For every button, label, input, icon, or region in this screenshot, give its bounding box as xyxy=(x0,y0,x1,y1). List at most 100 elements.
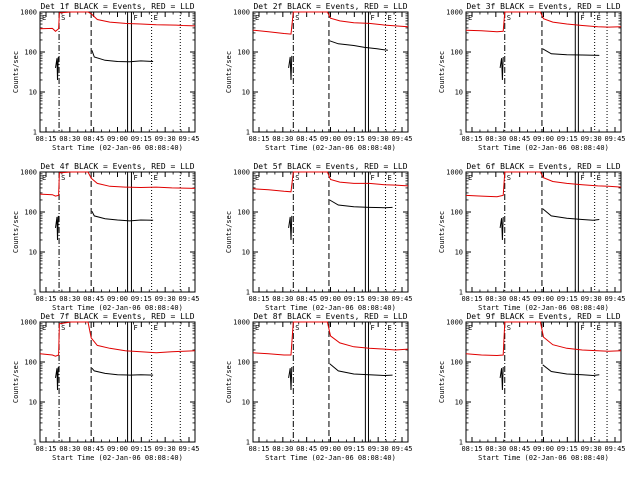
x-tick-label: 09:00 xyxy=(320,135,341,143)
event-marker-label: E xyxy=(255,324,259,332)
x-tick-label: 08:30 xyxy=(59,135,80,143)
y-tick-label: 1 xyxy=(246,129,250,137)
x-tick-label: 08:30 xyxy=(272,295,293,303)
event-marker-label: F xyxy=(580,14,584,22)
event-marker-label: F xyxy=(370,174,374,182)
event-marker-label: S xyxy=(295,14,299,22)
x-axis-label: Start Time (02-Jan-06 08:08:40) xyxy=(265,304,396,312)
plot-frame xyxy=(252,11,409,133)
lld-series-line xyxy=(465,171,622,198)
panel-title: Det 2f BLACK = Events, RED = LLD xyxy=(253,2,407,11)
lld-series-line xyxy=(252,321,409,356)
plot-frame xyxy=(39,321,196,443)
x-tick-label: 09:30 xyxy=(581,445,602,453)
detector-panel-8: Det 8f BLACK = Events, RED = LLD 1 10 100 10… xyxy=(225,312,413,462)
x-tick-label: 08:30 xyxy=(272,135,293,143)
x-tick-label: 09:15 xyxy=(344,445,365,453)
y-tick-label: 10 xyxy=(455,89,463,97)
plot-frame xyxy=(252,321,409,443)
y-tick-label: 1000 xyxy=(446,9,463,17)
events-series-line xyxy=(542,208,600,221)
plot-frame xyxy=(465,321,622,443)
panel-title: Det 8f BLACK = Events, RED = LLD xyxy=(253,312,407,321)
x-tick-label: 09:45 xyxy=(178,445,199,453)
events-series-line xyxy=(499,366,504,391)
y-axis-label: Counts/sec xyxy=(438,51,446,93)
y-tick-label: 10 xyxy=(29,399,37,407)
x-tick-label: 09:00 xyxy=(320,295,341,303)
lld-series-line xyxy=(39,171,196,197)
x-tick-label: 08:45 xyxy=(509,445,530,453)
x-tick-label: 08:15 xyxy=(35,135,56,143)
event-marker-label: S xyxy=(295,324,299,332)
y-tick-label: 1 xyxy=(246,439,250,447)
x-tick-label: 09:00 xyxy=(320,445,341,453)
x-tick-label: 09:15 xyxy=(131,295,152,303)
y-tick-label: 10 xyxy=(242,399,250,407)
x-tick-label: 09:15 xyxy=(131,135,152,143)
x-tick-label: 09:30 xyxy=(368,445,389,453)
y-tick-label: 10 xyxy=(242,89,250,97)
event-marker-label: E xyxy=(255,174,259,182)
events-series-line xyxy=(542,364,600,377)
x-tick-label: 08:45 xyxy=(83,445,104,453)
lld-series-line xyxy=(465,11,622,33)
event-marker-label: E xyxy=(42,324,46,332)
x-tick-label: 09:30 xyxy=(581,295,602,303)
x-tick-label: 09:00 xyxy=(107,135,128,143)
x-tick-label: 08:30 xyxy=(485,445,506,453)
events-series-line xyxy=(542,48,600,56)
detector-panel-1: Det 1f BLACK = Events, RED = LLD 1 10 100 10… xyxy=(12,2,200,152)
detector-panel-7: Det 7f BLACK = Events, RED = LLD 1 10 100 10… xyxy=(12,312,200,462)
events-series-line xyxy=(329,40,388,51)
x-tick-label: 09:30 xyxy=(368,135,389,143)
x-tick-label: 08:15 xyxy=(461,445,482,453)
x-tick-label: 09:30 xyxy=(368,295,389,303)
plot-frame xyxy=(465,11,622,133)
panel-title: Det 5f BLACK = Events, RED = LLD xyxy=(253,162,407,171)
x-tick-label: 08:15 xyxy=(248,135,269,143)
event-marker-label: F xyxy=(580,324,584,332)
y-axis-label: Counts/sec xyxy=(225,361,233,403)
panel-title: Det 1f BLACK = Events, RED = LLD xyxy=(40,2,194,11)
event-marker-label: E xyxy=(154,324,158,332)
x-tick-label: 09:00 xyxy=(107,445,128,453)
x-tick-label: 08:15 xyxy=(35,445,56,453)
events-series-line xyxy=(499,56,504,81)
y-tick-label: 1000 xyxy=(20,9,37,17)
x-tick-label: 09:00 xyxy=(533,445,554,453)
x-axis-label: Start Time (02-Jan-06 08:08:40) xyxy=(265,454,396,462)
detector-panel-3: Det 3f BLACK = Events, RED = LLD 1 10 100 10… xyxy=(438,2,626,152)
event-marker-label: E xyxy=(42,14,46,22)
event-marker-label: F xyxy=(580,174,584,182)
detector-panel-6: Det 6f BLACK = Events, RED = LLD 1 10 100 10… xyxy=(438,162,626,312)
y-axis-label: Counts/sec xyxy=(225,51,233,93)
x-axis-label: Start Time (02-Jan-06 08:08:40) xyxy=(52,304,183,312)
events-series-line xyxy=(288,215,293,241)
y-tick-label: 1 xyxy=(459,129,463,137)
panel-title: Det 6f BLACK = Events, RED = LLD xyxy=(466,162,620,171)
x-tick-label: 09:00 xyxy=(107,295,128,303)
x-axis-label: Start Time (02-Jan-06 08:08:40) xyxy=(52,144,183,152)
x-tick-label: 08:30 xyxy=(485,135,506,143)
event-marker-label: S xyxy=(61,324,65,332)
detector-panel-2: Det 2f BLACK = Events, RED = LLD 1 10 100 10… xyxy=(225,2,413,152)
x-tick-label: 09:30 xyxy=(155,295,176,303)
x-tick-label: 08:45 xyxy=(509,135,530,143)
event-marker-label: F xyxy=(370,14,374,22)
x-tick-label: 09:15 xyxy=(131,445,152,453)
x-tick-label: 08:30 xyxy=(59,445,80,453)
y-tick-label: 1 xyxy=(33,129,37,137)
events-series-line xyxy=(55,366,59,391)
x-tick-label: 09:30 xyxy=(155,445,176,453)
x-tick-label: 08:30 xyxy=(485,295,506,303)
y-tick-label: 1 xyxy=(459,439,463,447)
event-marker-label: S xyxy=(507,174,511,182)
x-tick-label: 08:45 xyxy=(296,445,317,453)
y-tick-label: 100 xyxy=(450,49,463,57)
y-axis-label: Counts/sec xyxy=(225,211,233,253)
y-tick-label: 10 xyxy=(242,249,250,257)
plot-frame xyxy=(39,11,196,133)
x-tick-label: 09:15 xyxy=(557,445,578,453)
